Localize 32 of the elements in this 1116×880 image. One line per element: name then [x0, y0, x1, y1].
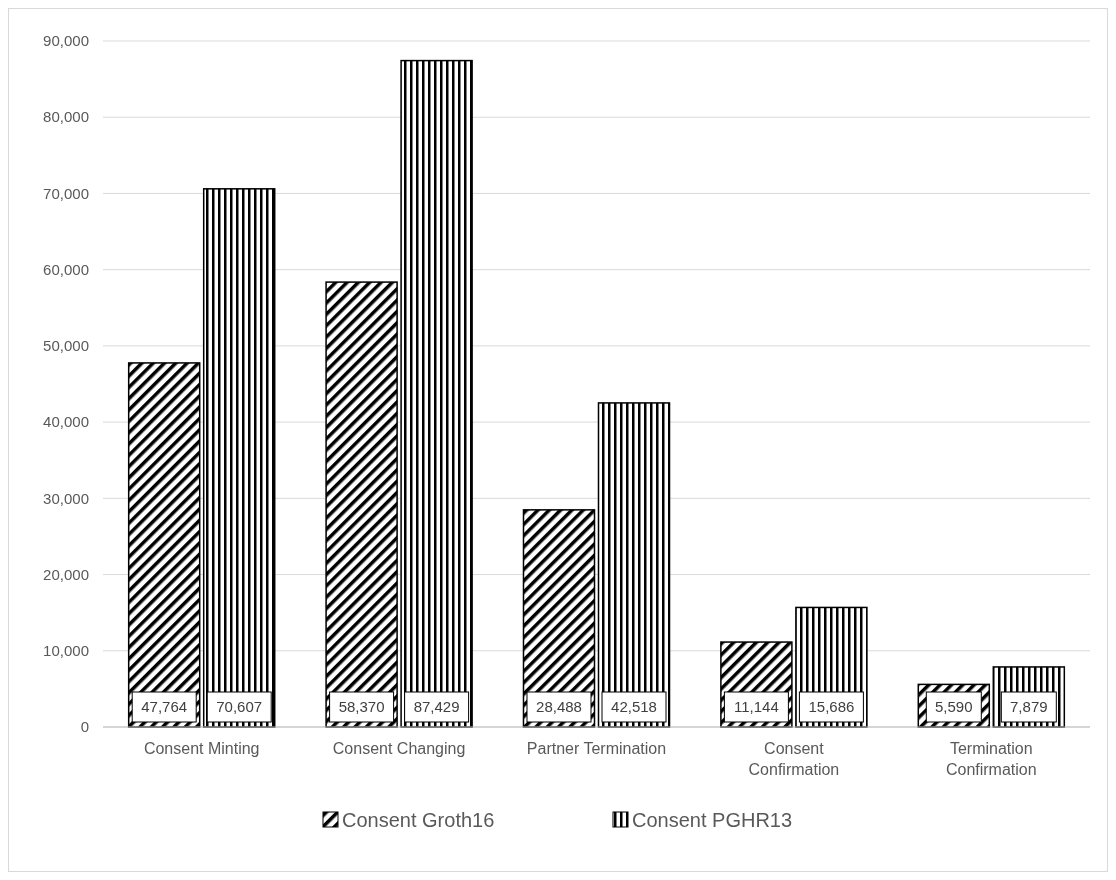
data-label: 47,764 [141, 698, 188, 716]
data-label: 87,429 [413, 698, 460, 716]
y-tick-label: 80,000 [43, 108, 89, 126]
x-tick-label: Partner Termination [526, 740, 667, 757]
y-tick-label: 10,000 [43, 642, 89, 660]
legend-label: Consent Groth16 [342, 809, 495, 831]
bar [597, 402, 671, 728]
y-tick-label: 20,000 [43, 565, 89, 583]
y-tick-label: 60,000 [43, 260, 89, 278]
data-label: 15,686 [808, 698, 855, 716]
data-label: 11,144 [734, 698, 779, 716]
y-tick-label: 40,000 [43, 413, 89, 431]
x-tick-label: Consent Changing [332, 740, 466, 757]
y-tick-label: 50,000 [43, 337, 89, 355]
y-tick-label: 0 [80, 718, 89, 736]
x-tick-label: Consent Minting [143, 740, 260, 757]
bar [325, 281, 398, 728]
data-label: 70,607 [216, 698, 263, 716]
bar [127, 362, 201, 728]
bar [202, 188, 276, 728]
data-label: 7,879 [1010, 698, 1048, 716]
data-label: 58,370 [338, 698, 385, 716]
x-tick-label: Consent Confirmation [748, 740, 840, 778]
legend-label: Consent PGHR13 [632, 809, 793, 831]
data-label: 28,488 [536, 698, 582, 716]
y-tick-label: 90,000 [43, 32, 89, 50]
data-label: 5,590 [935, 698, 973, 716]
x-tick-label: Termination Confirmation [945, 740, 1037, 778]
data-label: 42,518 [611, 698, 657, 716]
y-tick-label: 70,000 [43, 184, 89, 202]
bar [400, 59, 473, 728]
y-tick-label: 30,000 [43, 489, 89, 507]
